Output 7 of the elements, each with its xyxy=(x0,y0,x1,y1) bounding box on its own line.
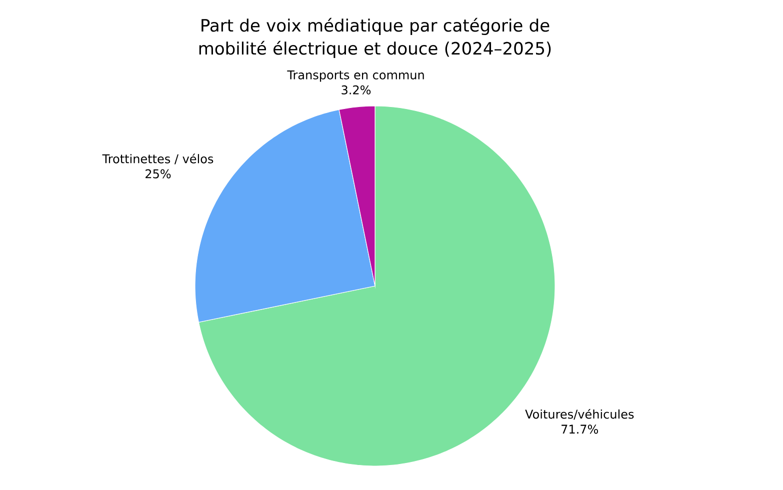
slice-label: Trottinettes / vélos xyxy=(102,154,214,164)
data-label: 71.7% xyxy=(562,424,598,434)
chart-title: Part de voix médiatique par catégorie de mobilité électrique et douce (2024–2025) xyxy=(199,18,551,58)
data-label: 3.2% xyxy=(342,85,371,94)
data-label: 25% xyxy=(146,169,171,178)
slice-label: Voitures/véhicules xyxy=(525,408,634,420)
slice-label: Transports en commun xyxy=(287,70,424,82)
